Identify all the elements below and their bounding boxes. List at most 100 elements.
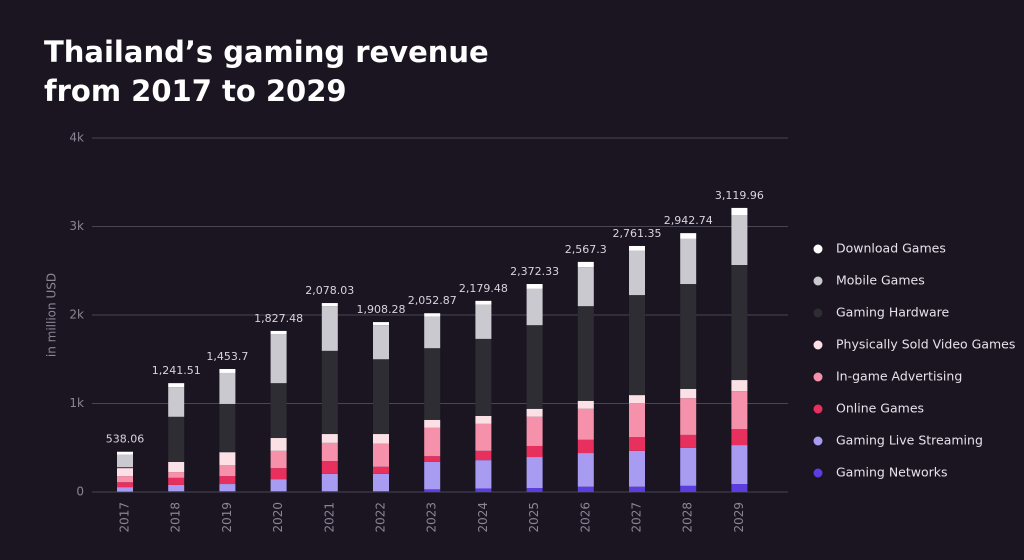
x-tick-label: 2019 — [220, 502, 234, 533]
legend-label: Gaming Networks — [836, 465, 948, 480]
bar-segment — [629, 246, 645, 251]
bar-segment — [680, 284, 696, 389]
bar-segment — [527, 457, 543, 488]
bar-segment — [168, 478, 184, 485]
bar-segment — [527, 325, 543, 409]
bar-segment — [475, 451, 491, 460]
legend-swatch — [813, 436, 823, 446]
x-tick-label: 2023 — [425, 502, 439, 533]
bar-segment — [322, 491, 338, 492]
bar-segment — [322, 461, 338, 474]
bar-segment — [373, 491, 389, 492]
bar-segment — [578, 440, 594, 453]
bar-segment — [271, 438, 287, 451]
bar-segment — [424, 317, 440, 348]
x-tick-label: 2020 — [271, 502, 285, 533]
bar-segment — [322, 443, 338, 461]
bar-segment — [680, 398, 696, 435]
bar-segment — [475, 460, 491, 488]
bar-segment — [578, 401, 594, 409]
bar-segment — [373, 359, 389, 434]
bar-segment — [731, 391, 747, 429]
bar-segment — [527, 446, 543, 457]
y-tick-label: 3k — [69, 219, 84, 233]
bar-segment — [373, 434, 389, 444]
bar-segment — [271, 451, 287, 468]
legend-swatch — [813, 468, 823, 478]
bar-segment — [117, 452, 133, 455]
total-label: 2,567.3 — [565, 243, 607, 256]
bar-segment — [424, 313, 440, 317]
bar-segment — [168, 491, 184, 492]
legend-swatch — [813, 340, 823, 350]
bar-segment — [219, 452, 235, 465]
bar-segment — [322, 351, 338, 434]
bar-segment — [578, 306, 594, 401]
bar-segment — [424, 420, 440, 428]
bar-segment — [731, 484, 747, 492]
bar-segment — [219, 484, 235, 491]
legend-label: Mobile Games — [836, 273, 925, 288]
y-tick-label: 1k — [69, 396, 84, 410]
bar-segment — [680, 448, 696, 486]
bar-segment — [527, 417, 543, 446]
bar-segment — [731, 215, 747, 265]
bar-segment — [117, 455, 133, 467]
bar-segment — [271, 491, 287, 492]
bar-segment — [578, 453, 594, 487]
bar-segment — [629, 251, 645, 295]
chart-title-line: from 2017 to 2029 — [44, 74, 347, 108]
legend-swatch — [813, 276, 823, 286]
bar-segment — [373, 474, 389, 491]
bar-segment — [475, 305, 491, 339]
legend-label: In-game Advertising — [836, 369, 962, 384]
bar-segment — [731, 429, 747, 445]
total-label: 2,052.87 — [408, 294, 457, 307]
total-label: 1,908.28 — [357, 303, 406, 316]
bar-segment — [271, 468, 287, 479]
bar-segment — [629, 451, 645, 487]
legend-label: Online Games — [836, 401, 924, 416]
bar-segment — [322, 303, 338, 306]
x-tick-label: 2021 — [322, 502, 336, 533]
bar-segment — [629, 395, 645, 403]
bar-segment — [117, 467, 133, 468]
legend-swatch — [813, 404, 823, 414]
bar-segment — [168, 417, 184, 462]
y-axis-label: in million USD — [45, 273, 59, 357]
bar-segment — [373, 444, 389, 467]
bar-segment — [424, 456, 440, 462]
bar-segment — [527, 284, 543, 289]
total-label: 2,179.48 — [459, 282, 508, 295]
x-tick-label: 2024 — [476, 502, 490, 533]
bar-segment — [168, 462, 184, 472]
total-label: 1,241.51 — [152, 364, 201, 377]
bar-segment — [271, 334, 287, 383]
y-tick-label: 0 — [76, 485, 84, 499]
legend-swatch — [813, 308, 823, 318]
bar-segment — [373, 322, 389, 325]
bar-segment — [322, 474, 338, 491]
bar-segment — [578, 267, 594, 306]
bar-segment — [527, 289, 543, 325]
legend-label: Gaming Live Streaming — [836, 433, 983, 448]
chart-title-line: Thailand’s gaming revenue — [44, 35, 489, 69]
total-label: 1,453.7 — [206, 350, 248, 363]
bar-segment — [424, 462, 440, 489]
bar-segment — [117, 487, 133, 491]
bar-segment — [271, 383, 287, 438]
y-tick-label: 4k — [69, 131, 84, 145]
bar-segment — [527, 409, 543, 417]
bar-segment — [219, 465, 235, 476]
bar-segment — [117, 468, 133, 476]
total-label: 3,119.96 — [715, 189, 764, 202]
bar-segment — [475, 424, 491, 451]
bar-segment — [475, 416, 491, 424]
bar-segment — [680, 233, 696, 239]
bar-segment — [475, 488, 491, 492]
bar-segment — [271, 331, 287, 334]
bar-segment — [373, 325, 389, 359]
x-tick-label: 2026 — [578, 502, 592, 533]
bar-segment — [475, 301, 491, 305]
